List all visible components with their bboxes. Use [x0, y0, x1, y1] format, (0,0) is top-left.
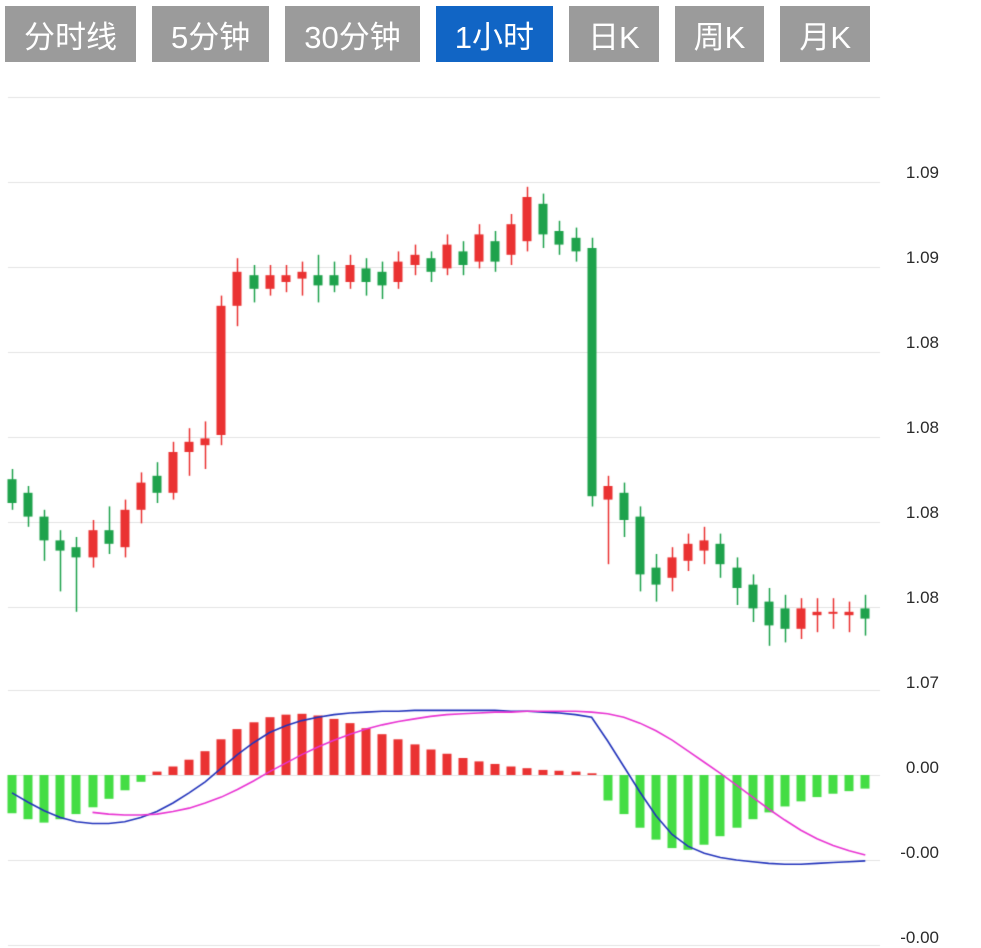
- macd-axis-label: 0.00: [905, 758, 939, 777]
- price-axis-label: 1.08: [905, 588, 939, 607]
- price-axis-label: 1.08: [905, 418, 939, 437]
- macd-axis-label: -0.00: [900, 928, 939, 947]
- price-axis-label: 1.07: [905, 673, 939, 692]
- price-axis-label: 1.08: [905, 333, 939, 352]
- tab-30min[interactable]: 30分钟: [285, 6, 420, 62]
- price-axis-label: 1.08: [905, 503, 939, 522]
- tab-weekly[interactable]: 周K: [674, 6, 765, 62]
- price-axis-label: 1.09: [905, 248, 939, 267]
- tab-1hour[interactable]: 1小时: [435, 6, 553, 62]
- tab-monthly[interactable]: 月K: [780, 6, 871, 62]
- tab-daily[interactable]: 日K: [568, 6, 659, 62]
- tab-timeline[interactable]: 分时线: [5, 6, 136, 62]
- macd-axis-label: -0.00: [900, 843, 939, 862]
- timeframe-tabbar: 分时线 5分钟 30分钟 1小时 日K 周K 月K: [5, 6, 871, 62]
- price-axis-label: 1.09: [905, 163, 939, 182]
- tab-5min[interactable]: 5分钟: [152, 6, 270, 62]
